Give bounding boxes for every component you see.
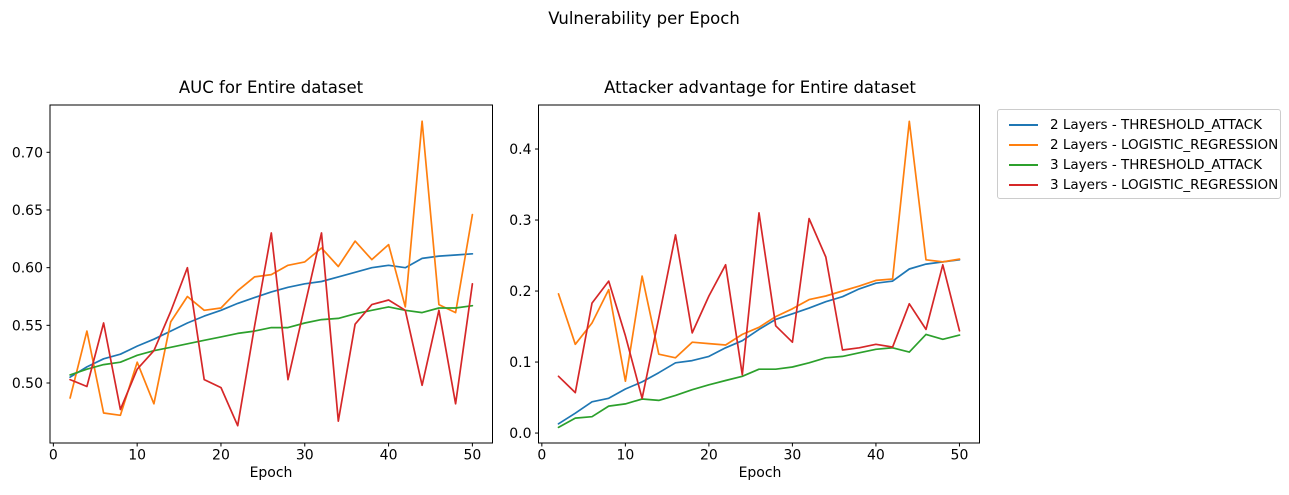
x-tick-label: 50 (951, 448, 969, 464)
series-line-2-layers-threshold-attack (557, 258, 961, 425)
auc-plot-title: AUC for Entire dataset (178, 78, 364, 97)
y-tick-label: 0.1 (509, 355, 531, 371)
y-tick-label: 0.65 (12, 203, 43, 219)
legend-item-label: 2 Layers - LOGISTIC_REGRESSION (1050, 137, 1279, 153)
advantage-plot-title: Attacker advantage for Entire dataset (604, 78, 916, 97)
y-tick-label: 0.50 (12, 376, 43, 392)
figure-title: Vulnerability per Epoch (548, 9, 740, 28)
legend-item: 3 Layers - LOGISTIC_REGRESSION (1009, 175, 1278, 195)
y-tick-label: 0.4 (509, 142, 531, 158)
legend-item: 2 Layers - LOGISTIC_REGRESSION (1009, 135, 1278, 155)
x-tick-label: 30 (783, 448, 801, 464)
y-tick-label: 0.3 (509, 213, 531, 229)
x-tick-label: 10 (616, 448, 634, 464)
x-tick-label: 20 (700, 448, 718, 464)
y-tick-label: 0.70 (12, 145, 43, 161)
legend: 2 Layers - THRESHOLD_ATTACK 2 Layers - L… (997, 109, 1281, 199)
series-line-2-layers-logistic-regression (557, 120, 961, 383)
x-tick-label: 20 (212, 448, 230, 464)
x-tick-label: 40 (867, 448, 885, 464)
legend-line-swatch (1009, 144, 1038, 146)
y-tick-label: 0.55 (12, 318, 43, 334)
x-tick-label: 0 (49, 448, 58, 464)
series-line-2-layers-logistic-regression (69, 120, 474, 417)
auc-xaxis-label: Epoch (249, 465, 293, 481)
axes-spines (538, 104, 980, 444)
y-tick-label: 0.0 (509, 426, 531, 442)
legend-line-swatch (1009, 124, 1038, 126)
series-line-3-layers-logistic-regression (557, 212, 961, 400)
x-tick-label: 50 (463, 448, 481, 464)
y-tick-label: 0.60 (12, 261, 43, 277)
legend-item: 2 Layers - THRESHOLD_ATTACK (1009, 115, 1272, 135)
advantage-xaxis-label: Epoch (738, 465, 782, 481)
legend-item-label: 2 Layers - THRESHOLD_ATTACK (1050, 117, 1262, 133)
x-tick-label: 40 (380, 448, 398, 464)
series-line-3-layers-logistic-regression (69, 232, 474, 427)
x-tick-label: 0 (537, 448, 546, 464)
x-tick-label: 30 (296, 448, 314, 464)
axes-spines (49, 104, 493, 444)
legend-line-swatch (1009, 164, 1038, 166)
y-tick-label: 0.2 (509, 284, 531, 300)
legend-item: 3 Layers - THRESHOLD_ATTACK (1009, 155, 1272, 175)
legend-item-label: 3 Layers - THRESHOLD_ATTACK (1050, 157, 1262, 173)
series-line-2-layers-threshold-attack (69, 252, 474, 379)
legend-item-label: 3 Layers - LOGISTIC_REGRESSION (1050, 177, 1279, 193)
x-tick-label: 10 (128, 448, 146, 464)
legend-line-swatch (1009, 184, 1038, 186)
